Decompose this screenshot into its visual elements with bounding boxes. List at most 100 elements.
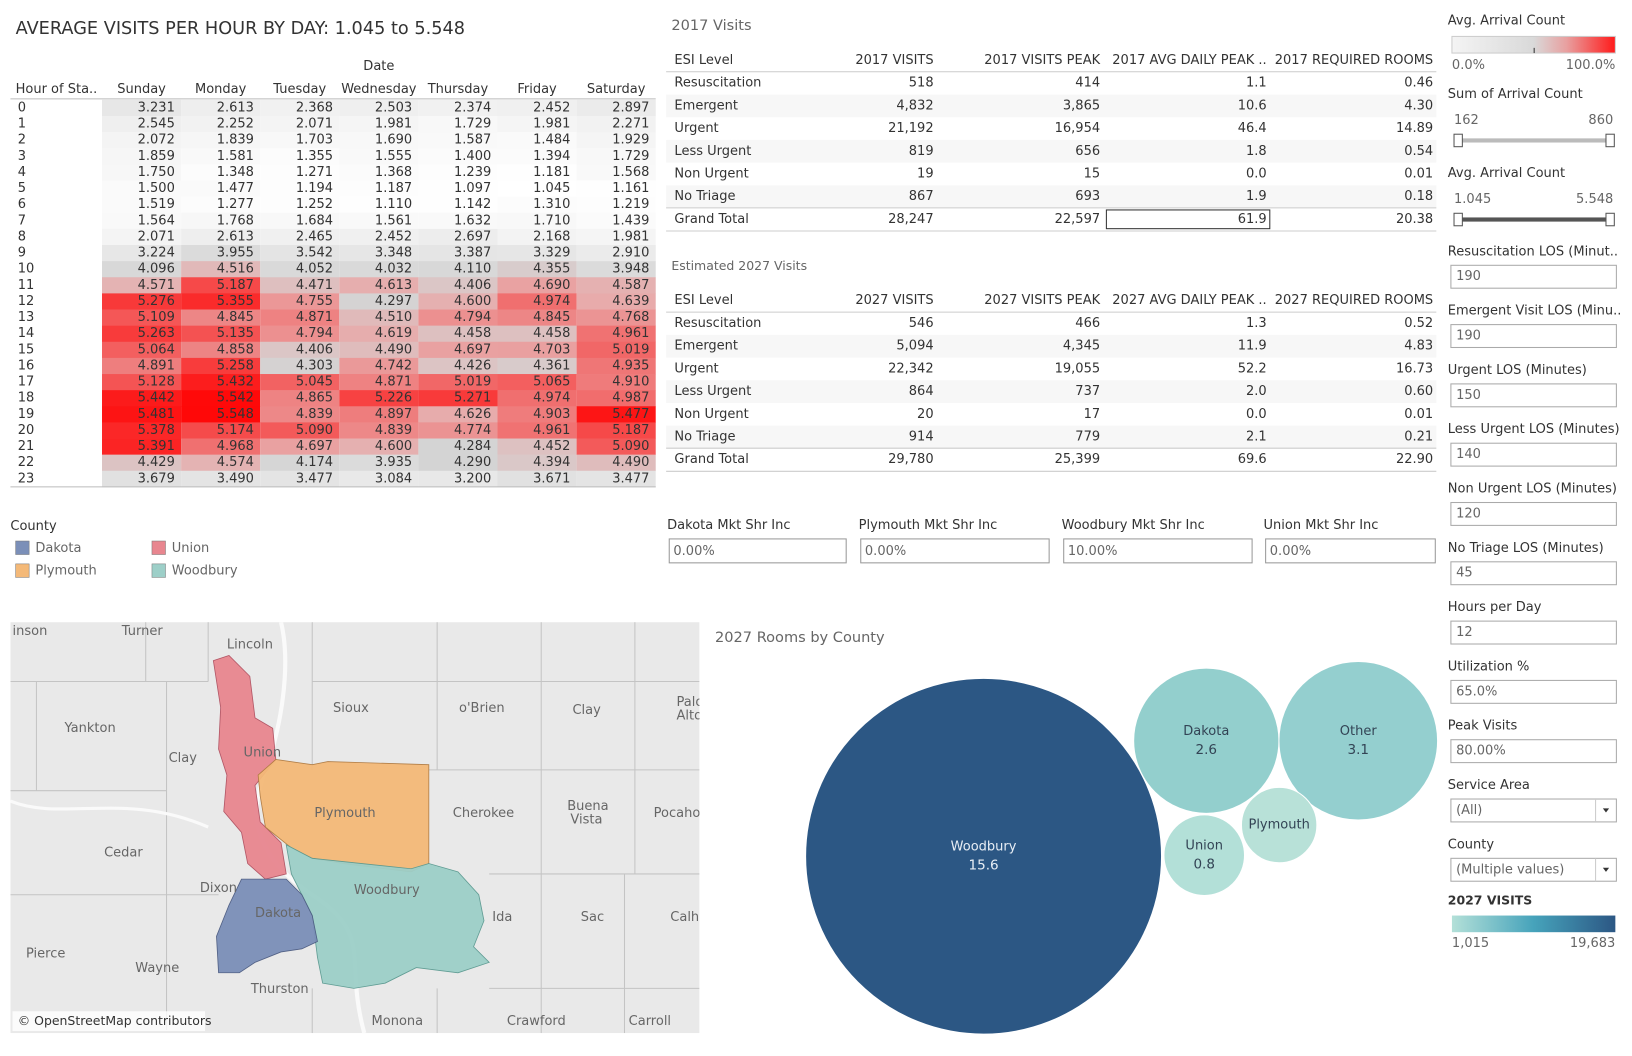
input-box[interactable] [1063, 538, 1253, 564]
input-box[interactable] [1265, 538, 1436, 564]
cell-value: 2.613 [217, 229, 254, 244]
table-cell: 1.8 [1246, 144, 1267, 159]
row-label: 1 [18, 117, 26, 132]
heat-cell [102, 228, 182, 246]
heat-cell [260, 390, 340, 407]
slider-handle[interactable] [1605, 212, 1615, 227]
legend-swatch[interactable] [15, 563, 30, 578]
parameter-label: Urgent LOS (Minutes) [1448, 363, 1587, 378]
cell-value: 1.142 [454, 197, 491, 212]
cell-value: 1.981 [533, 117, 570, 132]
cell-value: 1.561 [375, 213, 412, 228]
place-label: Dixon [200, 881, 237, 896]
heat-cell [102, 438, 182, 455]
cell-value: 1.400 [454, 149, 491, 164]
table-cell: 864 [909, 384, 934, 399]
heat-cell [418, 212, 498, 230]
cell-value: 4.697 [454, 342, 491, 357]
dropdown[interactable] [1450, 798, 1617, 823]
legend-swatch[interactable] [15, 540, 30, 555]
heat-cell [181, 261, 261, 278]
table-cell: 414 [1075, 76, 1100, 91]
legend-title: Avg. Arrival Count [1448, 13, 1565, 28]
slider-min: 1.045 [1454, 192, 1491, 207]
cell-value: 4.355 [533, 262, 570, 277]
parameter-value: 140 [1456, 447, 1481, 462]
dropdown-arrow [1602, 808, 1610, 813]
cell-value: 5.090 [296, 423, 333, 438]
table-cell: 16.73 [1396, 361, 1433, 376]
slider-handle[interactable] [1453, 133, 1463, 148]
bubble[interactable] [1163, 814, 1246, 897]
input-box[interactable] [860, 538, 1050, 564]
river [10, 799, 209, 829]
cell-value: 5.019 [454, 375, 491, 390]
row-label: 18 [18, 391, 35, 406]
column-label: Monday [195, 82, 247, 97]
table-cell: 22.90 [1396, 452, 1433, 467]
cell-value: 4.426 [454, 358, 491, 373]
table-cell: 4,832 [896, 98, 933, 113]
heat-cell [181, 293, 261, 310]
cell-value: 1.394 [533, 149, 570, 164]
heat-cell [260, 164, 340, 181]
bubble[interactable] [1133, 667, 1280, 814]
cell-value: 1.252 [296, 197, 333, 212]
cell-value: 5.135 [217, 326, 254, 341]
table-cell: 4.30 [1404, 98, 1433, 113]
legend-label[interactable]: Dakota [35, 541, 81, 556]
parameter-input[interactable] [1450, 383, 1617, 408]
heat-cell [497, 422, 577, 439]
parameter-input[interactable] [1450, 679, 1617, 704]
input-box[interactable] [668, 538, 847, 564]
slider-handle[interactable] [1453, 212, 1463, 227]
cell-value: 2.910 [612, 246, 649, 261]
slider-handle[interactable] [1605, 133, 1615, 148]
cell-value: 2.452 [533, 100, 570, 115]
dropdown[interactable] [1450, 857, 1617, 882]
parameter-input[interactable] [1450, 739, 1617, 764]
input-label: Plymouth Mkt Shr Inc [859, 518, 998, 533]
heat-cell [102, 470, 182, 488]
row-label: 21 [18, 439, 35, 454]
ramp-min: 0.0% [1452, 58, 1485, 73]
legend-label[interactable]: Woodbury [172, 564, 238, 579]
bubble[interactable] [805, 677, 1163, 1035]
tables: 2017 Visits ESI Level 2017 VISITS 2017 VISI… [666, 17, 1437, 472]
slider-max: 860 [1588, 113, 1613, 128]
parameter-input[interactable] [1450, 501, 1617, 526]
legend-label[interactable]: Plymouth [35, 564, 96, 579]
parameter-input[interactable] [1450, 442, 1617, 467]
cell-value: 4.297 [375, 294, 412, 309]
table-cell: 914 [909, 429, 934, 444]
cell-value: 4.490 [375, 342, 412, 357]
legend-swatch[interactable] [151, 540, 166, 555]
column-label: Friday [517, 82, 557, 97]
row-label: 23 [18, 471, 35, 486]
heat-cell [102, 212, 182, 230]
heatmap: Date Hour of Sta.. Sunday Monday Tuesday Wedn… [10, 59, 656, 488]
bubble[interactable] [1278, 660, 1439, 821]
cell-value: 4.903 [533, 407, 570, 422]
legend-label[interactable]: Union [172, 541, 210, 556]
place-label: inson [12, 624, 47, 639]
table-cell: 546 [909, 316, 934, 331]
cell-value: 1.690 [375, 133, 412, 148]
cell-value: 1.161 [612, 181, 649, 196]
heat-cell [418, 390, 498, 407]
heat-cell [418, 261, 498, 278]
parameter-input[interactable] [1450, 324, 1617, 349]
table-cell: Non Urgent [674, 166, 748, 181]
cell-value: 4.697 [296, 439, 333, 454]
parameter-input[interactable] [1450, 620, 1617, 645]
heat-cell [497, 261, 577, 278]
parameter-value: 65.0% [1456, 684, 1497, 699]
parameter-input[interactable] [1450, 264, 1617, 289]
table-header: ESI Level [674, 293, 733, 308]
cell-value: 3.955 [217, 246, 254, 261]
heat-cell [576, 148, 656, 165]
parameter-input[interactable] [1450, 561, 1617, 586]
bubble[interactable] [1240, 786, 1318, 864]
legend-swatch[interactable] [151, 563, 166, 578]
cell-value: 4.284 [454, 439, 491, 454]
